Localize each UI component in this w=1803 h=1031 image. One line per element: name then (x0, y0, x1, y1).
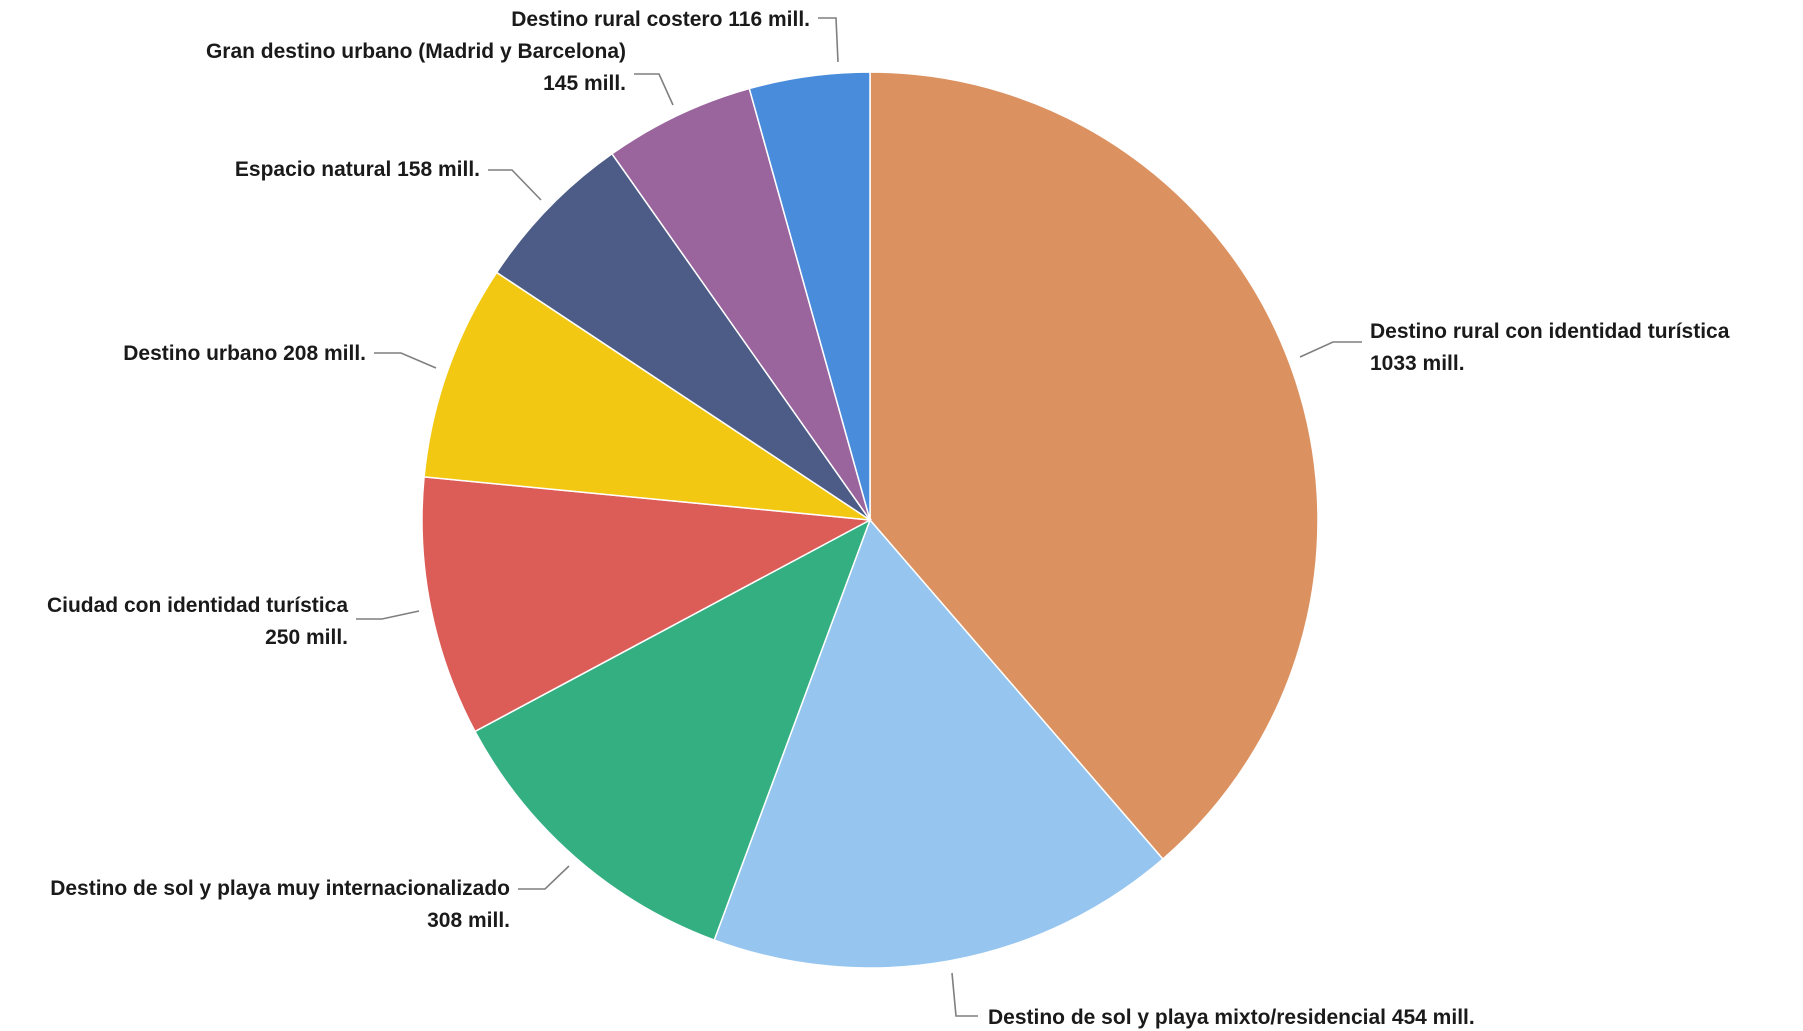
data-label-category: Destino de sol y playa mixto/residencial (988, 1006, 1392, 1029)
data-label-category: Ciudad con identidad turística (47, 594, 348, 617)
data-label-category: Destino rural con identidad turística (1370, 320, 1730, 343)
pie-slice-destino-rural-costero (748, 71, 871, 521)
pie-slice-gran-destino-urbano-madrid-y-barcelona (610, 87, 871, 521)
leader-line-destino-de-sol-y-playa-muy-internacionalizado (518, 865, 570, 890)
pie-slice-destino-de-sol-y-playa-mixto-residencial (713, 518, 1164, 969)
leader-line-destino-urbano (374, 352, 437, 369)
data-label-destino-de-sol-y-playa-muy-internacionalizado: Destino de sol y playa muy internacional… (50, 877, 510, 932)
data-label-category: Espacio natural (235, 158, 397, 181)
data-label-category: Gran destino urbano (Madrid y Barcelona) (206, 40, 626, 63)
pie-slice-ciudad-con-identidad-turistica (421, 476, 873, 733)
leader-line-ciudad-con-identidad-turistica (356, 610, 420, 620)
data-label-value: 158 mill. (397, 158, 480, 181)
data-label-destino-urbano: Destino urbano 208 mill. (123, 342, 366, 365)
data-label-value: 1033 mill. (1370, 352, 1465, 375)
pie-slice-destino-de-sol-y-playa-muy-internacionalizado (474, 518, 872, 942)
leader-lines-layer (356, 17, 1362, 1017)
data-label-destino-rural-costero: Destino rural costero 116 mill. (511, 8, 810, 31)
pie-slice-espacio-natural (495, 152, 871, 521)
data-label-ciudad-con-identidad-turistica: Ciudad con identidad turística 250 mill. (47, 594, 348, 649)
leader-line-gran-destino-urbano-madrid-y-barcelona (634, 73, 674, 106)
pie-slice-destino-rural-con-identidad-turistica (869, 71, 1319, 861)
data-label-value: 145 mill. (543, 72, 626, 95)
data-label-value: 116 mill. (728, 8, 810, 31)
data-label-category: Destino de sol y playa muy internacional… (50, 877, 510, 900)
slices-layer (421, 71, 1319, 969)
data-label-category: Destino urbano (123, 342, 283, 365)
leader-line-destino-rural-costero (818, 17, 839, 63)
data-label-value: 250 mill. (265, 626, 348, 649)
data-label-category: Destino rural costero (511, 8, 728, 31)
data-label-espacio-natural: Espacio natural 158 mill. (235, 158, 480, 181)
data-label-destino-rural-con-identidad-turistica: Destino rural con identidad turística 103… (1370, 320, 1730, 375)
leader-line-espacio-natural (488, 169, 542, 201)
pie-slice-destino-urbano (423, 271, 871, 521)
leader-line-destino-de-sol-y-playa-mixto-residencial (951, 972, 978, 1017)
data-label-value: 208 mill. (283, 342, 366, 365)
data-label-destino-de-sol-y-playa-mixto-residencial: Destino de sol y playa mixto/residencial… (988, 1006, 1475, 1029)
leader-line-destino-rural-con-identidad-turistica (1299, 341, 1362, 358)
data-label-gran-destino-urbano-madrid-y-barcelona: Gran destino urbano (Madrid y Barcelona)… (206, 40, 626, 95)
data-label-value: 308 mill. (427, 909, 510, 932)
data-labels-layer: Destino rural con identidad turística 103… (47, 8, 1730, 1029)
data-label-value: 454 mill. (1392, 1006, 1475, 1029)
